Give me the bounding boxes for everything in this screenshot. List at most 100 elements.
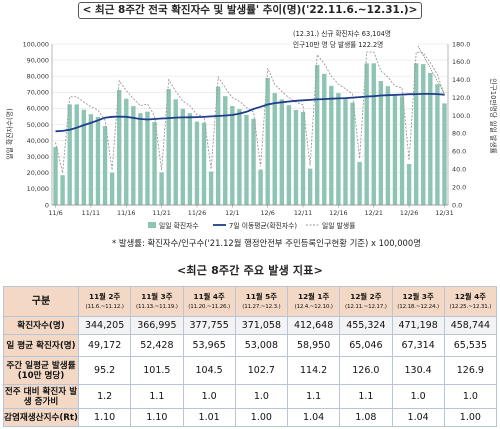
table-header-row: 구분 11월 2주 (11.6.~11.12.) 11월 3주 (11.13.~11… bbox=[3, 286, 498, 317]
daily-cases-bar bbox=[371, 63, 376, 205]
table-cell: 65,046 bbox=[339, 334, 393, 357]
table-row-confirmed-cases: 확진자수(명) 344,205 366,995 377,755 371,058 … bbox=[3, 316, 498, 335]
table-row-daily-average: 일 평균 확진자(명) 49,172 52,428 53,965 53,008 … bbox=[3, 334, 498, 357]
left-axis-tick-label: 40,000 bbox=[27, 137, 49, 145]
table-cell: 130.4 bbox=[391, 356, 445, 385]
daily-cases-bar bbox=[350, 102, 355, 205]
daily-cases-bar bbox=[145, 111, 150, 205]
covid-chart: 0 10,000 20,000 30,000 40,000 50,000 60,000 70,… bbox=[5, 27, 498, 230]
right-axis-tick-label: 40.0 bbox=[452, 166, 466, 174]
table-cell: 377,755 bbox=[182, 316, 236, 335]
daily-cases-bar bbox=[116, 89, 122, 205]
daily-cases-bar bbox=[109, 172, 115, 205]
table-cell: 458,744 bbox=[443, 316, 498, 335]
annotation-callout: (12.31.) 신규 확진자수 63,104명 인구10만 명 당 발생률 1… bbox=[290, 27, 445, 94]
daily-cases-bar bbox=[223, 96, 228, 205]
column-header: 12월 4주 (12.25.~12.31.) bbox=[443, 286, 498, 317]
daily-cases-bar bbox=[421, 64, 426, 205]
table-cell: 65,535 bbox=[443, 334, 498, 357]
table-row-weekly-rate: 주간 일평균 발생률(10만 명당) 95.2 101.5 104.5 102.… bbox=[3, 356, 498, 385]
right-axis-tick-label: 140.0 bbox=[452, 76, 470, 84]
left-axis-tick-label: 30,000 bbox=[27, 153, 49, 161]
right-axis-ticks: 0.0 20.0 40.0 60.0 80.0 100.0 120.0 140.0 160.0 1… bbox=[452, 40, 470, 209]
daily-cases-bar bbox=[406, 163, 412, 205]
right-axis-tick-label: 20.0 bbox=[452, 183, 466, 191]
legend-label-bars: 일일 확진자수 bbox=[159, 221, 199, 230]
daily-cases-bar bbox=[413, 63, 419, 205]
x-axis-tick-label: 11/21 bbox=[152, 209, 170, 217]
x-axis-tick-label: 11/6 bbox=[48, 209, 62, 217]
annotation-pointer bbox=[417, 45, 445, 94]
row-header: 감염재생산지수(Rt) bbox=[3, 408, 79, 427]
chart-axes bbox=[51, 44, 449, 206]
column-header: 12월 2주 (12.11.~12.17.) bbox=[339, 286, 393, 317]
daily-cases-bar bbox=[124, 98, 129, 205]
table-cell: 1.0 bbox=[391, 384, 445, 409]
right-axis-tick-label: 100.0 bbox=[452, 112, 470, 120]
daily-cases-bar bbox=[279, 99, 285, 205]
table-cell: 102.7 bbox=[234, 356, 289, 385]
column-header: 11월 5주 (11.27.~12.3.) bbox=[234, 286, 289, 317]
daily-cases-bar bbox=[258, 169, 263, 205]
daily-cases-bar bbox=[399, 96, 405, 205]
table-cell: 1.00 bbox=[443, 408, 498, 427]
table-cell: 1.1 bbox=[339, 384, 393, 409]
table-cell: 1.08 bbox=[339, 408, 393, 427]
x-axis-tick-label: 11/16 bbox=[117, 209, 135, 217]
daily-cases-bar bbox=[53, 147, 58, 205]
table-cell: 1.04 bbox=[286, 408, 341, 427]
table-cell: 126.0 bbox=[339, 356, 393, 385]
daily-cases-bar bbox=[180, 108, 186, 205]
right-axis-tick-label: 180.0 bbox=[452, 40, 470, 48]
table-cell: 95.2 bbox=[77, 356, 132, 385]
daily-cases-bar bbox=[329, 85, 334, 205]
table-cell: 344,205 bbox=[77, 316, 132, 335]
x-axis-tick-label: 11/11 bbox=[82, 209, 100, 217]
daily-cases-bar bbox=[244, 114, 249, 205]
table-cell: 1.04 bbox=[391, 408, 445, 427]
table-title: <최근 8주간 주요 발생 지표> bbox=[176, 264, 323, 277]
daily-cases-bar bbox=[392, 94, 398, 205]
table-cell: 101.5 bbox=[130, 356, 184, 385]
daily-cases-bar bbox=[95, 116, 101, 205]
daily-cases-bar bbox=[251, 118, 256, 205]
annotation-line-2: 인구10만 명 당 발생률 122.2명 bbox=[293, 40, 383, 49]
daily-cases-bar bbox=[336, 93, 341, 205]
daily-cases-bar bbox=[378, 81, 384, 205]
table-cell: 366,995 bbox=[130, 316, 184, 335]
left-axis-tick-label: 100,000 bbox=[23, 40, 49, 48]
left-axis-tick-label: 80,000 bbox=[27, 73, 49, 81]
daily-cases-bar bbox=[357, 161, 362, 205]
x-axis-tick-label: 12/26 bbox=[400, 209, 418, 217]
right-axis-tick-label: 160.0 bbox=[452, 58, 470, 66]
right-axis-label: 인구10만명당 일일 발생률 bbox=[489, 78, 498, 154]
row-header: 주간 일평균 발생률(10만 명당) bbox=[3, 356, 79, 385]
table-cell: 1.1 bbox=[130, 384, 184, 409]
table-cell: 53,008 bbox=[234, 334, 289, 357]
daily-cases-bars bbox=[53, 63, 447, 205]
seven-day-average-polyline bbox=[55, 93, 445, 133]
table-cell: 1.0 bbox=[182, 384, 236, 409]
daily-cases-bar bbox=[131, 106, 136, 205]
daily-cases-bar bbox=[435, 84, 440, 205]
table-cell: 53,965 bbox=[182, 334, 236, 357]
table-cell: 412,648 bbox=[286, 316, 341, 335]
column-header: 12월 1주 (12.4.~12.10.) bbox=[286, 286, 341, 317]
table-cell: 58,950 bbox=[286, 334, 341, 357]
x-axis-tick-label: 12/6 bbox=[260, 209, 274, 217]
table-cell: 1.0 bbox=[443, 384, 498, 409]
daily-cases-bar bbox=[152, 122, 157, 205]
table-row-rt: 감염재생산지수(Rt) 1.10 1.10 1.01 1.00 1.04 1.0… bbox=[3, 408, 498, 427]
daily-cases-bar bbox=[201, 122, 207, 205]
daily-cases-bar bbox=[166, 89, 171, 205]
seven-day-average-line bbox=[55, 93, 445, 133]
x-axis-tick-label: 12/31 bbox=[435, 209, 453, 217]
x-axis-ticks: 11/6 11/11 11/16 11/21 11/26 12/1 12/6 12/11 12/… bbox=[48, 205, 454, 217]
daily-cases-bar bbox=[442, 103, 447, 205]
column-header: 12월 3주 (12.18.~12.24.) bbox=[391, 286, 445, 317]
weekly-indicator-table: 구분 11월 2주 (11.6.~11.12.) 11월 3주 (11.13.~11… bbox=[3, 286, 498, 427]
table-cell: 126.9 bbox=[443, 356, 498, 385]
daily-cases-bar bbox=[428, 72, 433, 205]
table-row-growth-ratio: 전주 대비 확진자 발생 증가비 1.2 1.1 1.0 1.0 1.1 1.1… bbox=[3, 384, 498, 409]
daily-cases-bar bbox=[237, 109, 242, 205]
